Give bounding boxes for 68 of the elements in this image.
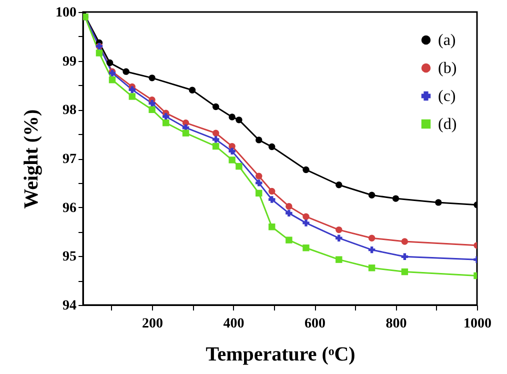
point [302, 220, 310, 226]
point [268, 196, 276, 203]
point [286, 210, 292, 217]
point [302, 244, 310, 252]
y-tick-label: 97 [62, 152, 76, 167]
point [435, 199, 442, 206]
point [336, 256, 342, 263]
point [336, 182, 342, 188]
point [212, 103, 220, 110]
point [212, 130, 220, 136]
point [212, 136, 220, 143]
point [302, 166, 310, 174]
point [256, 172, 262, 180]
point [392, 195, 400, 202]
point [96, 50, 103, 56]
point [212, 142, 220, 150]
x-axis-title: Temperature (ᵒC) [206, 344, 356, 366]
point [302, 213, 310, 220]
point [401, 253, 408, 260]
point [286, 236, 292, 244]
y-tick-label: 96 [62, 200, 76, 216]
point [148, 100, 156, 107]
point [122, 68, 130, 75]
point [256, 136, 262, 144]
x-tick-label: 200 [142, 316, 164, 332]
point [368, 234, 376, 242]
x-tick-label: 800 [386, 316, 407, 332]
point [256, 190, 262, 197]
legend-label: (b) [438, 60, 457, 77]
point [228, 114, 236, 120]
y-tick-label: 94 [62, 298, 76, 314]
y-tick-label: 98 [62, 103, 76, 118]
point [148, 74, 156, 82]
y-axis-title: Weight (%) [20, 109, 42, 209]
y-tick-label: 99 [62, 54, 76, 70]
y-tick-label: 100 [56, 6, 76, 20]
x-tick-label: 1000 [464, 316, 492, 332]
point [228, 156, 236, 164]
point [182, 130, 190, 136]
point [228, 148, 236, 155]
point [268, 188, 276, 195]
point [106, 59, 114, 66]
point [128, 93, 136, 100]
legend-label: (a) [438, 32, 456, 49]
point [162, 113, 170, 120]
point [236, 162, 242, 170]
point [128, 86, 136, 93]
x-tick-label: 400 [223, 316, 244, 332]
point [188, 86, 196, 94]
point [368, 192, 376, 198]
point [236, 116, 242, 124]
point [336, 234, 342, 242]
point [286, 203, 292, 210]
point [162, 120, 170, 126]
point [268, 224, 276, 230]
legend-label: (c) [438, 88, 456, 105]
point [256, 180, 262, 186]
x-tick-label: 600 [304, 316, 326, 332]
point [148, 106, 156, 114]
point [368, 264, 376, 272]
point [368, 246, 376, 254]
y-tick-label: 95 [62, 250, 76, 265]
point [401, 238, 408, 245]
point [108, 76, 116, 84]
point [401, 268, 408, 276]
point [336, 226, 342, 234]
legend-label: (d) [438, 116, 457, 133]
point [268, 143, 276, 150]
